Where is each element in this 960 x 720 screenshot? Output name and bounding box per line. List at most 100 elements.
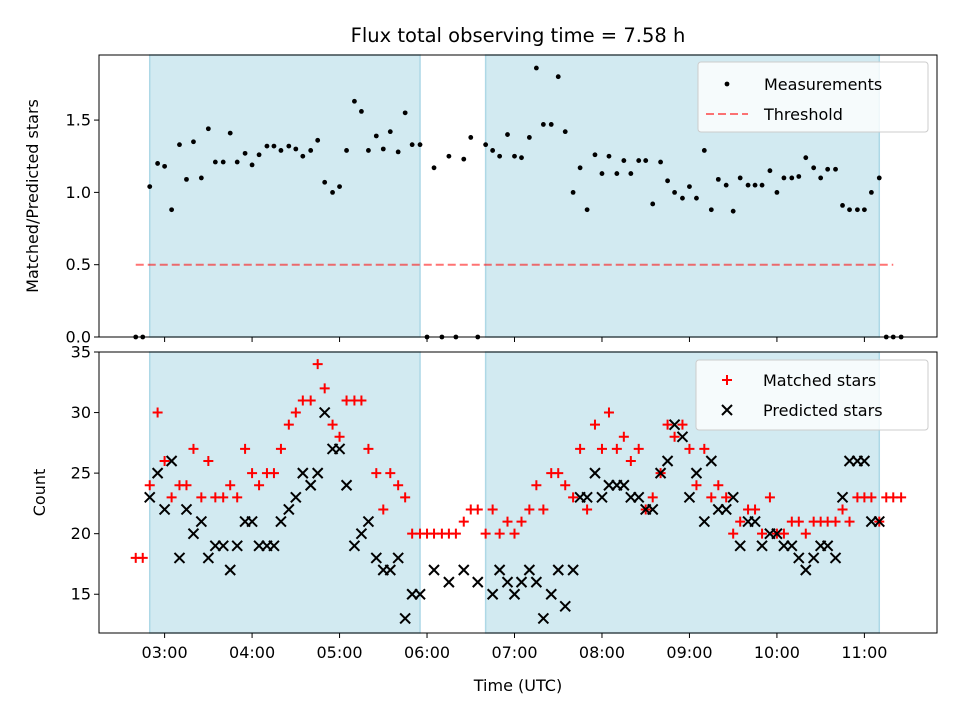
predicted-star-point bbox=[275, 515, 287, 528]
matched-star-point bbox=[487, 504, 498, 515]
measurement-point bbox=[198, 175, 204, 181]
predicted-star-point bbox=[829, 552, 842, 564]
matched-star-point bbox=[625, 456, 636, 467]
measurement-point bbox=[781, 175, 787, 181]
matched-star-point bbox=[589, 419, 600, 430]
matched-star-point bbox=[611, 443, 622, 454]
measurement-point bbox=[628, 171, 634, 176]
predicted-star-point bbox=[246, 515, 258, 528]
matched-star-point bbox=[400, 492, 411, 503]
measurement-point bbox=[715, 176, 721, 182]
y-tick-label: 25 bbox=[71, 464, 91, 483]
ratio-y-axis-label: Matched/Predicted stars bbox=[23, 99, 42, 293]
measurement-point bbox=[337, 184, 342, 190]
predicted-star-point bbox=[283, 503, 295, 516]
predicted-star-point bbox=[486, 588, 499, 600]
legend-threshold-label: Threshold bbox=[763, 105, 843, 124]
y-tick-label: 20 bbox=[71, 524, 91, 543]
y-tick-label: 0.0 bbox=[66, 328, 91, 347]
measurement-point bbox=[177, 142, 182, 148]
predicted-star-point bbox=[800, 564, 812, 576]
matched-star-point bbox=[305, 395, 316, 406]
measurement-point bbox=[512, 153, 517, 159]
predicted-star-point bbox=[202, 552, 215, 564]
measurement-point bbox=[315, 137, 321, 143]
matched-star-point bbox=[713, 480, 724, 491]
measurement-point bbox=[387, 129, 393, 135]
measurement-point bbox=[803, 155, 809, 161]
predicted-star-point bbox=[530, 576, 543, 588]
y-tick-label: 35 bbox=[71, 343, 91, 362]
y-tick-label: 15 bbox=[71, 585, 91, 604]
predicted-star-point bbox=[231, 540, 243, 552]
predicted-star-point bbox=[515, 576, 528, 588]
matched-star-point bbox=[582, 504, 593, 515]
measurement-point bbox=[249, 162, 255, 168]
predicted-star-point bbox=[567, 564, 579, 576]
predicted-star-point bbox=[589, 467, 601, 479]
measurement-point bbox=[789, 175, 795, 181]
matched-star-point bbox=[254, 480, 265, 491]
matched-star-point bbox=[721, 492, 732, 503]
measurement-point bbox=[570, 189, 576, 195]
measurement-point bbox=[643, 158, 649, 163]
legend-predicted-marker bbox=[721, 404, 733, 416]
predicted-star-point bbox=[180, 503, 193, 516]
counts-x-ticks: 03:00 04:00 05:00 06:00 07:00 08:00 09:00 10:00… bbox=[142, 633, 887, 662]
measurement-point bbox=[584, 207, 590, 213]
y-tick-label: 0.5 bbox=[66, 255, 91, 274]
matched-star-point bbox=[363, 443, 374, 454]
predicted-star-point bbox=[749, 515, 761, 528]
predicted-star-point bbox=[858, 455, 871, 467]
measurement-point bbox=[366, 148, 371, 153]
matched-star-point bbox=[866, 492, 877, 503]
measurement-point bbox=[847, 207, 852, 213]
predicted-star-point bbox=[633, 491, 645, 504]
ratio-x-ticks bbox=[164, 337, 865, 342]
measurement-point bbox=[636, 158, 642, 163]
counts-axes-frame bbox=[98, 351, 938, 634]
measurement-point bbox=[278, 148, 284, 153]
predicted-star-point bbox=[836, 491, 849, 504]
matched-star-point bbox=[560, 480, 571, 491]
x-tick-label: 08:00 bbox=[579, 643, 625, 662]
matched-star-point bbox=[662, 419, 673, 430]
matched-star-point bbox=[188, 443, 199, 454]
predicted-star-point bbox=[508, 588, 521, 600]
measurement-point bbox=[490, 148, 496, 153]
predicted-star-point bbox=[268, 540, 280, 552]
measurement-point bbox=[730, 208, 736, 214]
ratio-y-ticks: 0.0 0.5 1.0 1.5 bbox=[66, 111, 99, 347]
matched-star-point bbox=[524, 504, 535, 515]
matched-star-point bbox=[677, 419, 688, 430]
x-axis-label: Time (UTC) bbox=[473, 676, 562, 695]
matched-star-point bbox=[327, 419, 338, 430]
observing-band bbox=[148, 54, 421, 338]
measurement-point bbox=[497, 153, 503, 159]
matched-star-point bbox=[137, 552, 148, 563]
matched-star-point bbox=[837, 504, 848, 515]
measurement-point bbox=[672, 189, 677, 195]
measurement-point bbox=[417, 142, 423, 148]
matched-star-point bbox=[757, 528, 768, 539]
matched-star-point bbox=[225, 480, 236, 491]
measurement-point bbox=[876, 175, 882, 181]
measurement-point bbox=[658, 159, 663, 165]
measurement-point bbox=[344, 148, 349, 153]
predicted-star-point bbox=[458, 564, 470, 576]
legend-measurement-marker bbox=[724, 81, 730, 87]
measurement-point bbox=[708, 207, 714, 213]
predicted-star-point bbox=[545, 588, 557, 600]
matched-star-point bbox=[502, 516, 513, 527]
matched-star-point bbox=[312, 359, 323, 370]
measurement-point bbox=[205, 126, 211, 132]
predicted-star-point bbox=[698, 515, 711, 528]
counts-panel: 15 20 25 30 35 03:00 04:00 05:00 06:00 07:00 08:0… bbox=[30, 343, 938, 695]
predicted-star-point bbox=[647, 503, 659, 516]
x-tick-label: 05:00 bbox=[316, 643, 362, 662]
predicted-star-point bbox=[756, 540, 768, 552]
predicted-star-point bbox=[668, 418, 681, 431]
observing-band bbox=[148, 351, 421, 634]
measurement-point bbox=[526, 135, 532, 140]
legend-matched-marker bbox=[722, 375, 732, 385]
